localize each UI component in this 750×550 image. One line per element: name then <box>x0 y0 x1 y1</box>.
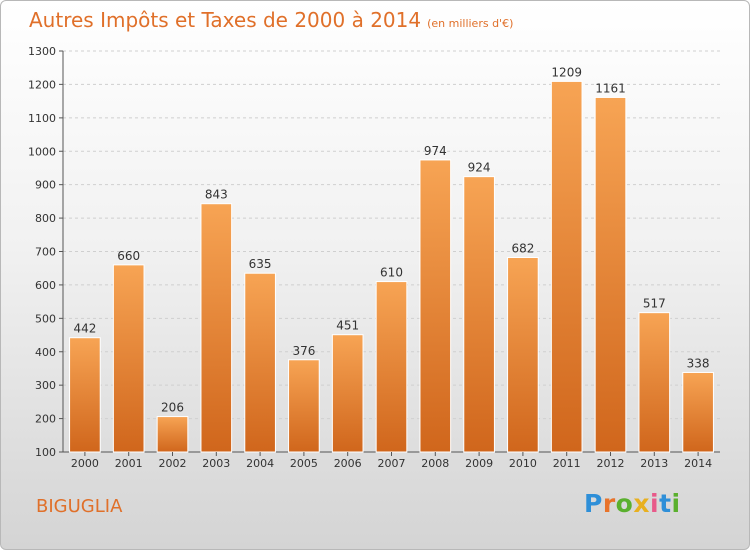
bar <box>288 359 320 453</box>
bar-value-label: 1209 <box>551 65 582 79</box>
bar-value-label: 1161 <box>595 81 626 95</box>
x-tick-label: 2000 <box>71 457 99 470</box>
bar <box>244 272 276 453</box>
bar-value-label: 206 <box>161 401 184 415</box>
logo-letter: P <box>584 489 603 518</box>
bar <box>200 203 233 453</box>
y-axis-ticks: 100 200 300 400 500 600 700 800 900 1000 1100 1200 1… <box>28 45 63 459</box>
bar-value-label: 610 <box>380 266 403 280</box>
x-tick-label: 2007 <box>378 457 406 470</box>
bar <box>463 176 495 453</box>
bar <box>331 334 364 453</box>
y-tick-label: 500 <box>35 312 56 325</box>
x-tick-label: 2011 <box>553 457 581 470</box>
bar <box>112 264 145 453</box>
proxiti-logo: Proxiti <box>584 489 681 518</box>
y-tick-label: 1100 <box>28 112 56 125</box>
y-tick-label: 1300 <box>28 45 56 58</box>
chart-title-unit: (en milliers d'€) <box>427 17 514 30</box>
bar-value-label: 843 <box>205 188 228 202</box>
bar-value-label: 682 <box>511 242 534 256</box>
y-tick-label: 800 <box>35 212 56 225</box>
x-tick-label: 2008 <box>421 457 449 470</box>
bar <box>594 96 627 453</box>
y-tick-label: 900 <box>35 179 56 192</box>
bar-value-label: 517 <box>643 297 666 311</box>
bar <box>550 80 583 453</box>
commune-name: BIGUGLIA <box>36 496 123 517</box>
x-tick-label: 2001 <box>115 457 143 470</box>
logo-letter: i <box>650 489 660 518</box>
bar-value-label: 660 <box>117 249 140 263</box>
x-tick-label: 2014 <box>684 457 712 470</box>
logo-letter: r <box>602 489 616 518</box>
bar-value-label: 338 <box>687 356 710 370</box>
x-tick-label: 2012 <box>597 457 625 470</box>
bars: 442 660 206 843 635 376 451 610 974 924 682 1209 116… <box>69 65 714 453</box>
bar <box>682 371 714 453</box>
bar-value-label: 451 <box>336 319 359 333</box>
x-tick-label: 2013 <box>640 457 668 470</box>
bar-value-label: 974 <box>424 144 447 158</box>
x-tick-label: 2002 <box>159 457 187 470</box>
bar-value-label: 635 <box>249 257 272 271</box>
y-tick-label: 600 <box>35 279 56 292</box>
logo-letter: i <box>671 489 681 518</box>
bar-value-label: 442 <box>73 322 96 336</box>
x-tick-label: 2003 <box>202 457 230 470</box>
bar-value-label: 924 <box>468 161 491 175</box>
bar <box>419 159 452 453</box>
logo-letter: x <box>633 489 650 518</box>
y-tick-label: 300 <box>35 379 56 392</box>
bar-value-label: 376 <box>292 344 315 358</box>
chart-title: Autres Impôts et Taxes de 2000 à 2014 (en… <box>29 8 513 32</box>
x-tick-label: 2004 <box>246 457 274 470</box>
y-tick-label: 1200 <box>28 78 56 91</box>
logo-letter: t <box>659 489 672 518</box>
y-tick-label: 700 <box>35 246 56 259</box>
x-tick-label: 2005 <box>290 457 318 470</box>
x-axis-ticks: 2000 2001 2002 2003 2004 2005 2006 2007 2008 2009… <box>71 452 712 470</box>
bar <box>69 337 101 453</box>
y-tick-label: 200 <box>35 413 56 426</box>
y-tick-label: 100 <box>35 446 56 459</box>
y-tick-label: 400 <box>35 346 56 359</box>
bar <box>507 257 539 453</box>
bar <box>156 416 189 453</box>
y-tick-label: 1000 <box>28 145 56 158</box>
chart-title-main: Autres Impôts et Taxes de 2000 à 2014 <box>29 8 422 32</box>
x-tick-label: 2009 <box>465 457 493 470</box>
logo-letter: o <box>615 489 634 518</box>
bar <box>638 312 671 453</box>
x-tick-label: 2010 <box>509 457 537 470</box>
bar <box>375 281 408 453</box>
x-tick-label: 2006 <box>334 457 362 470</box>
